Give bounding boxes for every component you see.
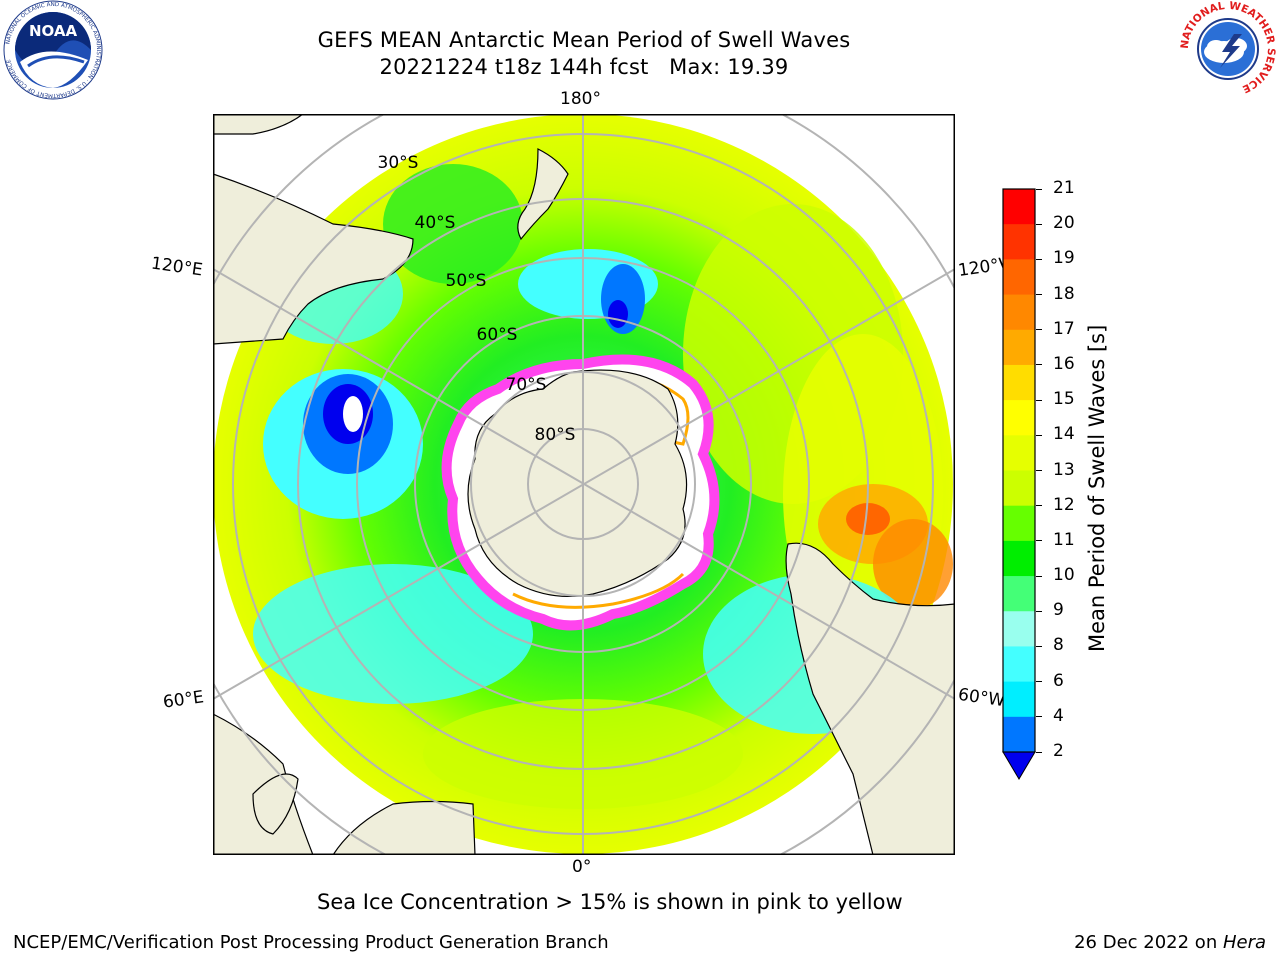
colorbar-tick-mark xyxy=(1036,610,1042,612)
africa xyxy=(332,800,476,855)
graticule xyxy=(213,114,955,855)
colorbar-tick-mark xyxy=(1036,645,1042,647)
colorbar-band xyxy=(1003,716,1035,753)
lat-label-70s: 70°S xyxy=(506,375,547,395)
colorbar-tick-label: 4 xyxy=(1053,705,1064,726)
colorbar-label: Mean Period of Swell Waves [s] xyxy=(1085,324,1109,652)
colorbar-tick-mark xyxy=(1036,575,1042,577)
colorbar-band xyxy=(1003,329,1035,366)
colorbar-tick-mark xyxy=(1036,329,1042,331)
colorbar-tick-mark xyxy=(1036,294,1042,296)
colorbar-band xyxy=(1003,611,1035,647)
colorbar-tick-mark xyxy=(1036,399,1042,401)
credit-date: 26 Dec 2022 on xyxy=(1074,932,1223,953)
colorbar-tick-mark xyxy=(1036,505,1042,507)
colorbar-band xyxy=(1003,435,1035,471)
colorbar-band xyxy=(1003,540,1035,577)
lon-label-60e: 60°E xyxy=(161,687,206,713)
noaa-logo: NOAA NATIONAL OCEANIC AND ATMOSPHERIC AD… xyxy=(3,0,103,100)
colorbar-band xyxy=(1003,259,1035,296)
colorbar-tick-mark xyxy=(1036,223,1042,225)
colorbar-band xyxy=(1003,364,1035,401)
colorbar-tick-label: 15 xyxy=(1053,389,1075,410)
credit-left: NCEP/EMC/Verification Post Processing Pr… xyxy=(13,932,609,953)
colorbar-tick-label: 6 xyxy=(1053,670,1064,691)
credit-right: 26 Dec 2022 on Hera xyxy=(1074,932,1266,953)
colorbar-band xyxy=(1003,189,1035,225)
colorbar-tick-mark xyxy=(1036,751,1042,753)
nws-logo: NATIONAL WEATHER SERVICE xyxy=(1179,0,1277,95)
lon-label-0: 0° xyxy=(572,857,592,877)
sea-ice-note: Sea Ice Concentration > 15% is shown in … xyxy=(317,890,903,914)
lon-label-180: 180° xyxy=(560,89,601,109)
colorbar-band xyxy=(1003,470,1035,507)
colorbar-band xyxy=(1003,681,1035,718)
colorbar-tick-label: 10 xyxy=(1053,565,1075,586)
colorbar-tick-label: 13 xyxy=(1053,459,1075,480)
colorbar-tick-label: 12 xyxy=(1053,494,1075,515)
colorbar-tick-label: 8 xyxy=(1053,635,1064,656)
colorbar-band xyxy=(1003,400,1035,436)
colorbar-tick-mark xyxy=(1036,188,1042,190)
colorbar-tick-mark xyxy=(1036,470,1042,471)
colorbar-tick-mark xyxy=(1036,540,1042,542)
colorbar-tick-mark xyxy=(1036,681,1042,683)
colorbar-tick-label: 18 xyxy=(1053,283,1075,304)
colorbar-tick-label: 14 xyxy=(1053,424,1075,445)
colorbar-tick-label: 2 xyxy=(1053,741,1064,761)
colorbar-tick-mark xyxy=(1036,364,1042,366)
chart-subtitle: 20221224 t18z 144h fcst Max: 19.39 xyxy=(379,55,789,79)
credit-host: Hera xyxy=(1222,932,1266,953)
colorbar xyxy=(1002,188,1036,780)
lon-label-60w: 60°W xyxy=(956,684,1007,712)
lon-label-120e: 120°E xyxy=(149,253,204,281)
chart-title: GEFS MEAN Antarctic Mean Period of Swell… xyxy=(317,28,851,52)
colorbar-band xyxy=(1003,224,1035,260)
lat-label-50s: 50°S xyxy=(446,271,487,291)
lat-label-30s: 30°S xyxy=(378,153,419,173)
colorbar-band xyxy=(1003,505,1035,542)
colorbar-band xyxy=(1003,576,1035,612)
polar-map: 30°S 40°S 50°S 60°S 70°S 80°S xyxy=(213,114,955,855)
noaa-logo-text: NOAA xyxy=(29,22,78,40)
colorbar-tick-label: 16 xyxy=(1053,353,1075,374)
lat-label-40s: 40°S xyxy=(415,213,456,233)
colorbar-tick-label: 11 xyxy=(1053,529,1075,550)
map-frame xyxy=(213,114,955,855)
australia xyxy=(213,173,414,345)
colorbar-tick-mark xyxy=(1036,258,1042,260)
colorbar-band xyxy=(1003,646,1035,683)
lat-label-60s: 60°S xyxy=(477,325,518,345)
lat-label-80s: 80°S xyxy=(535,425,576,445)
south-america xyxy=(785,542,955,855)
colorbar-tick-label: 9 xyxy=(1053,600,1064,621)
colorbar-band xyxy=(1003,294,1035,331)
colorbar-tick-label: 21 xyxy=(1053,178,1075,198)
colorbar-tick-label: 17 xyxy=(1053,318,1075,339)
colorbar-tick-label: 19 xyxy=(1053,248,1075,269)
colorbar-tick-label: 20 xyxy=(1053,213,1075,234)
colorbar-tick-mark xyxy=(1036,716,1042,718)
colorbar-tick-mark xyxy=(1036,434,1042,436)
